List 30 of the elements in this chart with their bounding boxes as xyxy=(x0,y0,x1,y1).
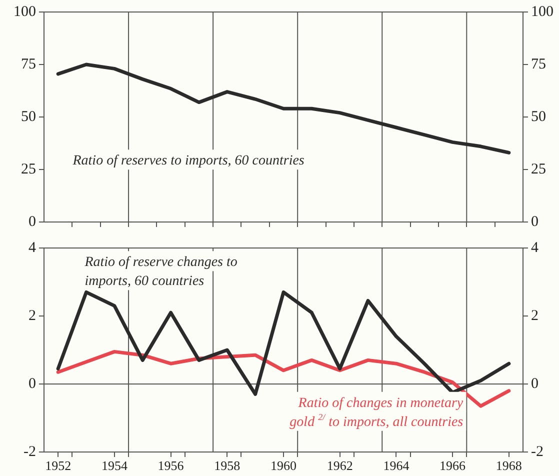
series-label: Ratio of changes in monetary gold 2/ to imports, all countries xyxy=(290,396,464,430)
x-tick-label: 1968 xyxy=(496,458,522,474)
y2-tick-label: 0 xyxy=(531,376,538,392)
y-tick-label: 25 xyxy=(21,161,36,178)
y2-tick-label: 4 xyxy=(531,240,539,256)
y2-tick-label: 2 xyxy=(531,308,538,324)
series-label: Ratio of reserve changes to imports, 60 countries xyxy=(84,255,238,290)
x-tick-label: 1960 xyxy=(270,458,296,474)
y2-tick-label: 50 xyxy=(531,108,546,125)
x-tick-label: 1954 xyxy=(101,458,128,474)
y-tick-label: 4 xyxy=(28,240,36,256)
y2-tick-label: 0 xyxy=(531,214,538,230)
y-tick-label: 50 xyxy=(21,108,36,125)
x-tick-label: 1962 xyxy=(326,458,353,474)
y2-tick-label: 25 xyxy=(531,161,546,178)
y-tick-label: -2 xyxy=(24,444,36,460)
x-tick-label: 1956 xyxy=(158,458,184,474)
x-tick-label: 1958 xyxy=(214,458,240,474)
y-tick-label: 0 xyxy=(28,376,36,392)
y-tick-label: 100 xyxy=(14,4,36,20)
y2-tick-label: 75 xyxy=(531,56,546,72)
text: Ratio of reserves to imports, 60 countries xyxy=(72,154,305,169)
y-tick-label: 0 xyxy=(28,214,36,230)
y-tick-label: 2 xyxy=(28,308,36,324)
y-tick-label: 75 xyxy=(21,56,36,72)
x-tick-label: 1964 xyxy=(383,458,410,474)
y2-tick-label: 100 xyxy=(531,4,554,20)
x-tick-label: 1966 xyxy=(440,458,466,474)
y2-tick-label: -2 xyxy=(531,444,544,460)
x-tick-label: 1952 xyxy=(45,458,72,474)
